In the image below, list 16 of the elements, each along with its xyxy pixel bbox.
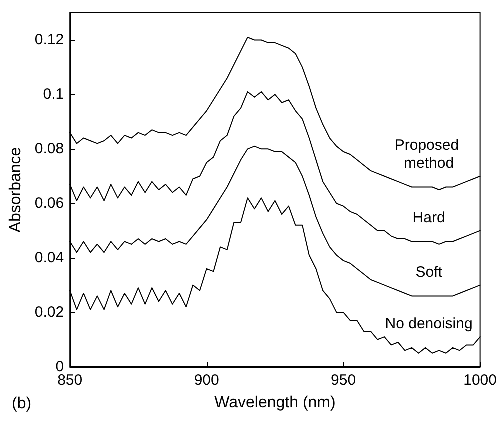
series-label: Soft: [416, 264, 444, 281]
series-label: No denoising: [385, 316, 473, 333]
y-tick-label: 0.02: [34, 304, 64, 322]
x-tick-label: 1000: [464, 372, 498, 389]
y-tick-label: 0.06: [34, 195, 64, 212]
y-tick-label: 0.12: [34, 32, 64, 49]
y-tick-label: 0.04: [34, 250, 64, 267]
y-tick-label: 0.08: [34, 140, 64, 158]
x-tick-label: 950: [331, 372, 356, 389]
series-label: Hard: [412, 209, 446, 226]
x-axis-title: Wavelength (nm): [214, 394, 336, 412]
y-axis-title: Absorbance: [8, 147, 24, 233]
x-tick-label: 900: [194, 372, 220, 389]
text: (b): [12, 396, 32, 412]
y-tick-label: 0.1: [43, 86, 64, 104]
series-label: Proposed method: [394, 136, 464, 172]
